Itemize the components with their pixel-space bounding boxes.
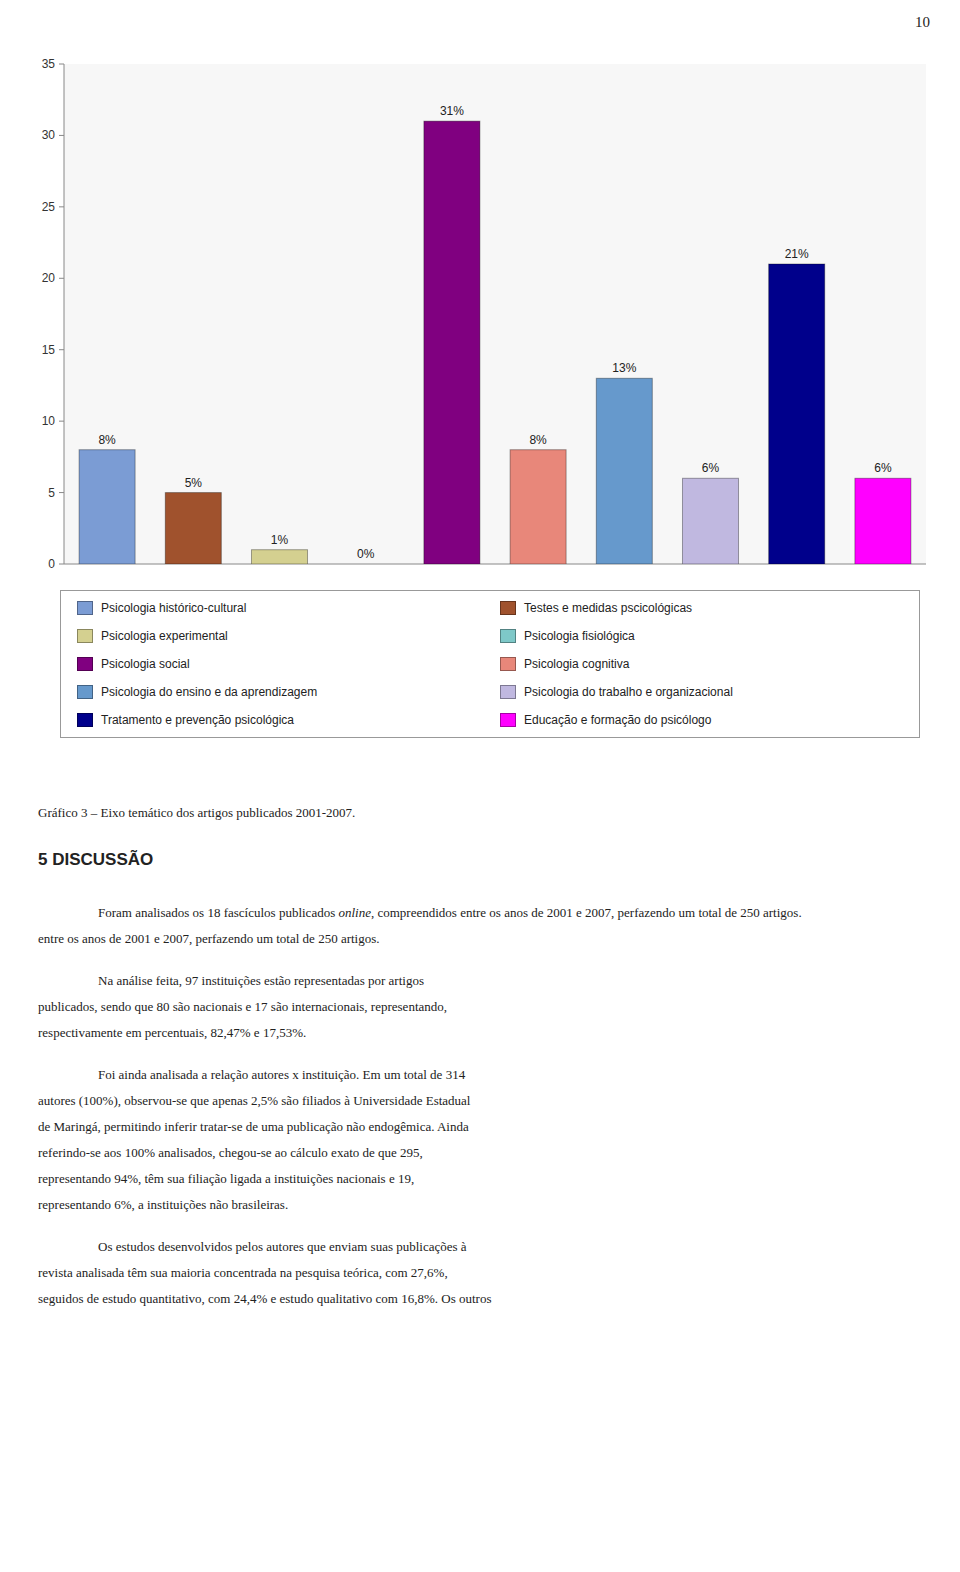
y-tick — [59, 278, 64, 279]
text-line: referindo-se aos 100% analisados, chegou… — [38, 1140, 938, 1166]
legend-item: Testes e medidas pscicológicas — [500, 601, 903, 615]
y-tick — [59, 564, 64, 565]
text-line: publicados, sendo que 80 são nacionais e… — [38, 994, 938, 1020]
data-label: 8% — [98, 433, 116, 447]
legend-label: Psicologia social — [101, 657, 190, 671]
text-segment: , compreendidos entre os anos de 2001 e … — [371, 905, 802, 920]
legend-label: Testes e medidas pscicológicas — [524, 601, 692, 615]
legend-label: Psicologia experimental — [101, 629, 228, 643]
bar — [596, 378, 652, 564]
legend-swatch — [500, 657, 516, 671]
text-line: revista analisada têm sua maioria concen… — [38, 1260, 938, 1286]
y-tick-label: 35 — [42, 57, 56, 71]
section-title: 5 DISCUSSÃO — [38, 850, 153, 870]
legend-label: Educação e formação do psicólogo — [524, 713, 711, 727]
chart: 0 5 10 15 20 25 30 35 8% 5% 1% 0% 31% 8% 13% 6% 21% 6% — [0, 40, 960, 580]
bars — [79, 121, 911, 564]
bar — [855, 478, 911, 564]
page-number: 10 — [915, 14, 930, 31]
paragraph: Foram analisados os 18 fascículos public… — [38, 900, 938, 952]
text-segment: Foram analisados os 18 fascículos public… — [98, 905, 338, 920]
legend-item: Psicologia cognitiva — [500, 657, 903, 671]
paragraph: Foi ainda analisada a relação autores x … — [38, 1062, 938, 1218]
legend-swatch — [77, 657, 93, 671]
data-label: 0% — [357, 547, 375, 561]
y-tick-label: 30 — [42, 128, 56, 142]
y-tick — [59, 64, 64, 65]
y-tick-label: 20 — [42, 271, 56, 285]
y-axis: 0 5 10 15 20 25 30 35 — [42, 57, 926, 571]
legend-swatch — [500, 629, 516, 643]
y-tick — [59, 421, 64, 422]
bar — [769, 264, 825, 564]
data-label: 13% — [612, 361, 636, 375]
bar — [682, 478, 738, 564]
text-line: respectivamente em percentuais, 82,47% e… — [38, 1020, 938, 1046]
bar — [338, 564, 394, 565]
legend-swatch — [500, 601, 516, 615]
text-line: representando 6%, a instituições não bra… — [38, 1192, 938, 1218]
plot-background — [64, 64, 926, 564]
legend-item: Psicologia histórico-cultural — [77, 601, 480, 615]
legend-label: Psicologia cognitiva — [524, 657, 629, 671]
legend-swatch — [500, 685, 516, 699]
text-line: Foram analisados os 18 fascículos public… — [38, 900, 938, 926]
data-labels: 8% 5% 1% 0% 31% 8% 13% 6% 21% 6% — [98, 104, 891, 561]
legend-item: Educação e formação do psicólogo — [500, 713, 903, 727]
data-label: 8% — [529, 433, 547, 447]
data-label: 21% — [785, 247, 809, 261]
text-line: de Maringá, permitindo inferir tratar-se… — [38, 1114, 938, 1140]
legend-swatch — [77, 601, 93, 615]
legend-swatch — [77, 713, 93, 727]
text-line: entre os anos de 2001 e 2007, perfazendo… — [38, 926, 938, 952]
paragraph: Na análise feita, 97 instituições estão … — [38, 968, 938, 1046]
legend-item: Psicologia do trabalho e organizacional — [500, 685, 903, 699]
legend-item: Psicologia fisiológica — [500, 629, 903, 643]
bar — [510, 450, 566, 564]
legend-swatch — [77, 685, 93, 699]
text-line: autores (100%), observou-se que apenas 2… — [38, 1088, 938, 1114]
legend-item: Psicologia social — [77, 657, 480, 671]
y-tick — [59, 492, 64, 493]
text-line: Na análise feita, 97 instituições estão … — [38, 968, 938, 994]
bar — [79, 450, 135, 564]
y-tick-label: 0 — [48, 557, 55, 571]
data-label: 6% — [874, 461, 892, 475]
legend-item: Psicologia do ensino e da aprendizagem — [77, 685, 480, 699]
data-label: 1% — [271, 533, 289, 547]
text-line: representando 94%, têm sua filiação liga… — [38, 1166, 938, 1192]
y-tick — [59, 349, 64, 350]
bar — [424, 121, 480, 564]
legend-label: Psicologia histórico-cultural — [101, 601, 246, 615]
text-line: Foi ainda analisada a relação autores x … — [38, 1062, 938, 1088]
y-tick — [59, 206, 64, 207]
y-tick — [59, 135, 64, 136]
y-tick-label: 15 — [42, 343, 56, 357]
legend-item: Psicologia experimental — [77, 629, 480, 643]
legend: Psicologia histórico-cultural Testes e me… — [60, 590, 920, 738]
data-label: 31% — [440, 104, 464, 118]
legend-label: Psicologia do trabalho e organizacional — [524, 685, 733, 699]
bar — [165, 493, 221, 564]
legend-label: Psicologia do ensino e da aprendizagem — [101, 685, 317, 699]
text-line: seguidos de estudo quantitativo, com 24,… — [38, 1286, 938, 1312]
legend-swatch — [77, 629, 93, 643]
caption: Gráfico 3 – Eixo temático dos artigos pu… — [38, 805, 355, 821]
y-tick-label: 10 — [42, 414, 56, 428]
legend-item: Tratamento e prevenção psicológica — [77, 713, 480, 727]
y-tick-label: 25 — [42, 200, 56, 214]
data-label: 5% — [185, 476, 203, 490]
data-label: 6% — [702, 461, 720, 475]
y-axis-line — [64, 64, 65, 564]
y-tick-label: 5 — [48, 486, 55, 500]
paragraph: Os estudos desenvolvidos pelos autores q… — [38, 1234, 938, 1312]
legend-swatch — [500, 713, 516, 727]
text-segment: online — [338, 905, 371, 920]
body-text: Foram analisados os 18 fascículos public… — [38, 900, 938, 1328]
legend-label: Psicologia fisiológica — [524, 629, 635, 643]
legend-label: Tratamento e prevenção psicológica — [101, 713, 294, 727]
text-line: Os estudos desenvolvidos pelos autores q… — [38, 1234, 938, 1260]
bar — [251, 550, 307, 564]
